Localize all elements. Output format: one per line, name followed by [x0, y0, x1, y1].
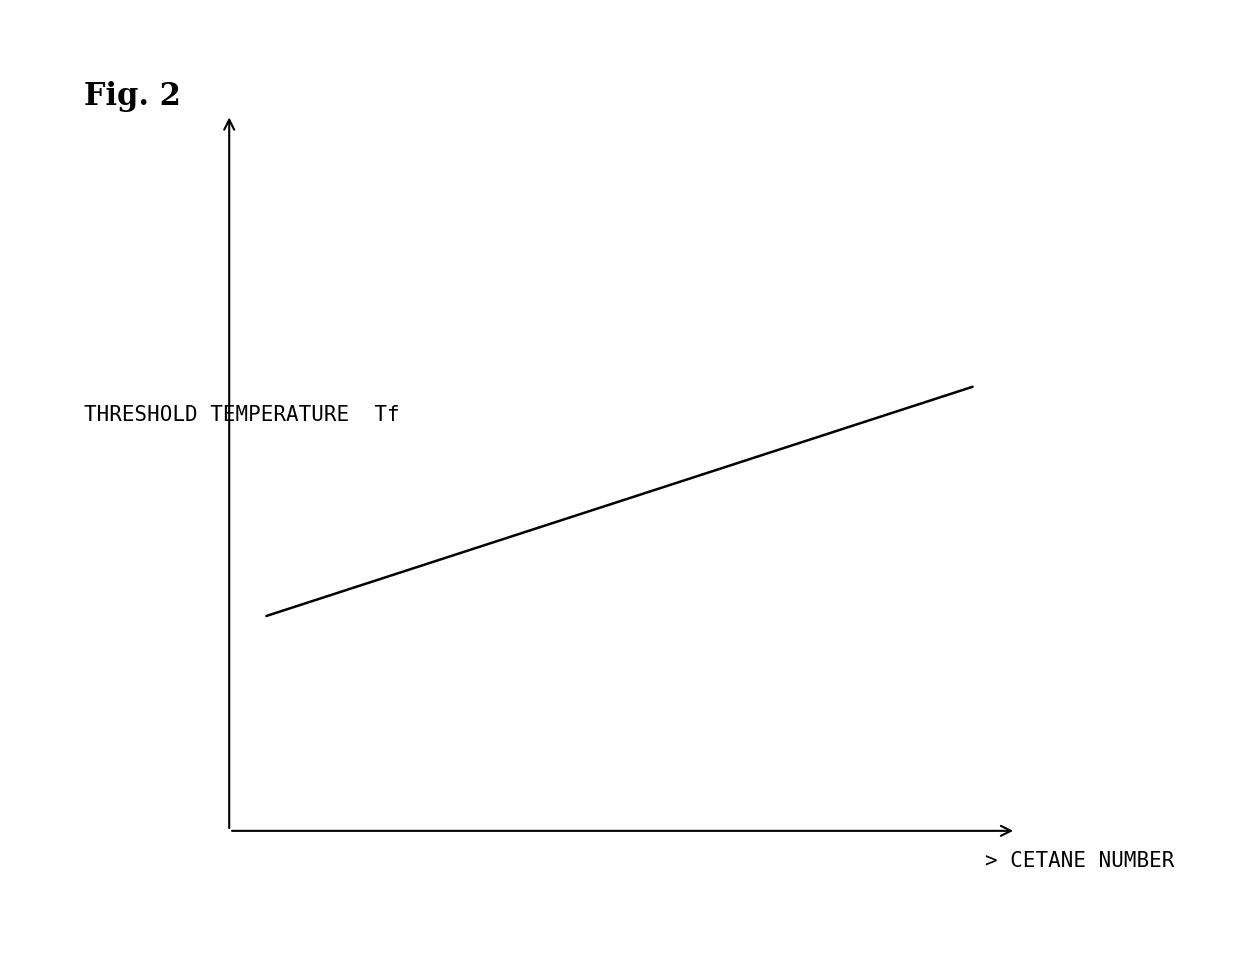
Text: Fig. 2: Fig. 2: [84, 81, 181, 112]
Text: THRESHOLD TEMPERATURE  Tf: THRESHOLD TEMPERATURE Tf: [84, 405, 400, 425]
Text: > CETANE NUMBER: > CETANE NUMBER: [985, 852, 1175, 871]
